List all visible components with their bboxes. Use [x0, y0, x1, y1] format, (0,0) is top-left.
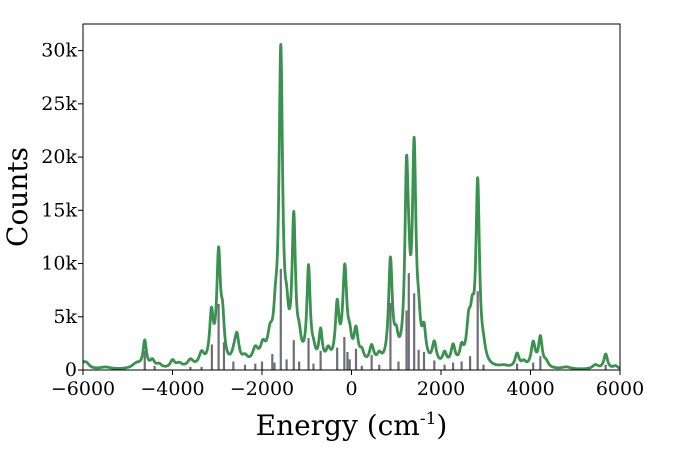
y-tick-label: 20k: [41, 146, 77, 168]
spectrum-curve-layer: [81, 43, 622, 371]
x-tick-label: 6000: [596, 378, 644, 400]
x-axis-title: Energy (cm-1): [256, 409, 448, 442]
x-tick-label: −4000: [140, 378, 204, 400]
y-tick-label: 30k: [41, 40, 77, 62]
x-tick-label: −6000: [51, 378, 115, 400]
spectrum-curve-line: [81, 43, 622, 371]
plot-frame: [82, 23, 621, 371]
x-tick-label: −2000: [230, 378, 294, 400]
x-axis-title-superscript: -1: [420, 409, 437, 429]
y-tick-label: 0: [65, 359, 77, 381]
y-tick-label: 10k: [41, 253, 77, 275]
x-tick-label: 0: [345, 378, 357, 400]
y-axis-ticks: 0 5k 10k 15k 20k 25k 30k: [41, 40, 83, 381]
stick-lines-layer: [143, 268, 607, 370]
y-tick-label: 5k: [53, 306, 77, 328]
x-axis-title-close: ): [436, 409, 447, 442]
x-axis-ticks: −6000 −4000 −2000 0 2000 4000 6000: [51, 370, 644, 400]
y-tick-label: 15k: [41, 199, 77, 221]
x-axis-title-main: Energy (cm: [256, 409, 420, 442]
y-axis-title: Counts: [1, 147, 34, 247]
x-tick-label: 2000: [417, 378, 465, 400]
x-tick-label: 4000: [506, 378, 554, 400]
y-tick-label: 25k: [41, 93, 77, 115]
